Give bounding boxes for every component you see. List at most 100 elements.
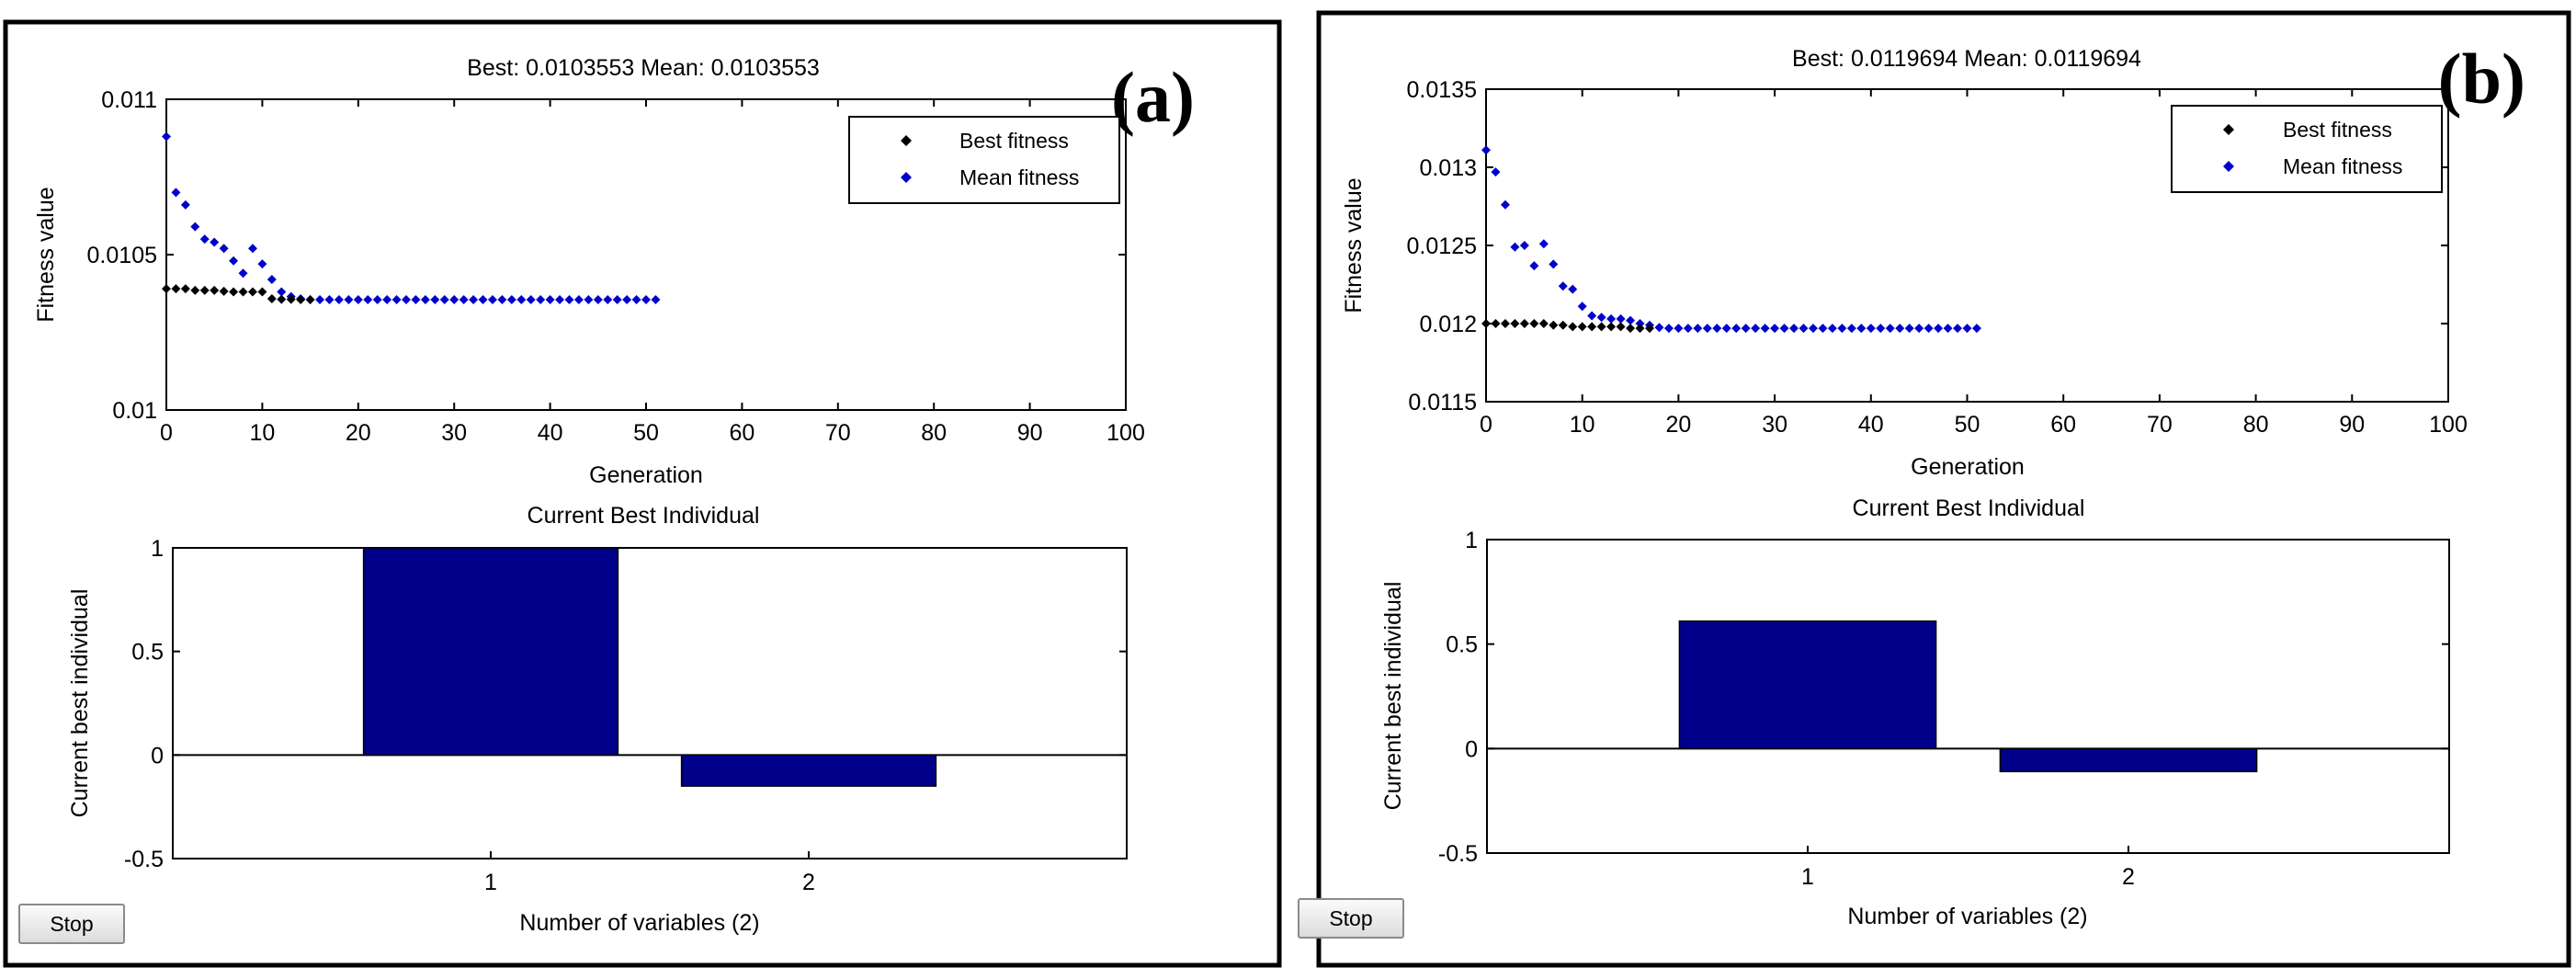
mean-fitness-point (622, 295, 632, 305)
best-fitness-point (180, 284, 190, 294)
mean-fitness-point (353, 295, 363, 305)
x-tick-label: 20 (346, 420, 371, 446)
best-fitness-point (1510, 319, 1520, 328)
mean-fitness-point (1885, 324, 1895, 334)
fitness-series (1481, 145, 1981, 334)
best-fitness-point (1626, 324, 1636, 334)
mean-fitness-point (382, 295, 392, 305)
mean-fitness-point (439, 295, 449, 305)
mean-fitness-point (1731, 324, 1742, 334)
mean-fitness-point (1934, 324, 1944, 334)
best-fitness-point (1644, 324, 1654, 334)
mean-fitness-point (171, 188, 181, 198)
x-tick-label: 90 (2339, 412, 2365, 438)
mean-fitness-point (1741, 324, 1751, 334)
y-tick-label: 0.01 (112, 398, 157, 424)
best-fitness-point (1558, 320, 1568, 330)
bar-variable-1 (1678, 620, 1937, 750)
mean-fitness-point (372, 295, 382, 305)
mean-fitness-point (573, 295, 584, 305)
y-tick-label: 0 (1465, 736, 1478, 762)
x-tick-label: 0 (160, 420, 173, 446)
best-fitness-point (210, 285, 220, 295)
mean-fitness-point (487, 295, 497, 305)
mean-fitness-point (497, 295, 507, 305)
best-fitness-point (1616, 322, 1626, 332)
mean-fitness-point (1914, 324, 1924, 334)
y-tick-label: 0.0135 (1407, 77, 1477, 103)
mean-fitness-point (1510, 242, 1520, 252)
bar-y-ticks: -0.5 0 0.5 1 (124, 536, 1127, 872)
x-tick-label: 70 (2147, 412, 2173, 438)
best-fitness-point (267, 293, 277, 303)
best-fitness-point (1606, 322, 1617, 332)
bar-axes (1486, 539, 2450, 854)
mean-fitness-point (1760, 324, 1770, 334)
best-fitness-point (1587, 322, 1597, 332)
mean-fitness-point (257, 259, 267, 269)
mean-fitness-point (536, 295, 546, 305)
x-tick-label: 60 (729, 420, 755, 446)
y-tick-label: 0.5 (1446, 632, 1478, 658)
y-tick-label: -0.5 (1438, 841, 1478, 867)
legend-marker-best (2223, 124, 2234, 135)
y-tick-label: 0 (151, 743, 164, 768)
mean-fitness-point (277, 287, 287, 297)
x-tick-label: 1 (1801, 864, 1814, 890)
mean-fitness-point (1856, 324, 1867, 334)
panel-label: (a) (1111, 57, 1195, 137)
best-fitness-point (1596, 322, 1606, 332)
mean-fitness-point (363, 295, 373, 305)
y-tick-label: 0.013 (1419, 155, 1477, 181)
mean-fitness-point (1674, 324, 1684, 334)
y-tick-label: 1 (151, 536, 164, 562)
mean-fitness-point (564, 295, 574, 305)
fitness-xlabel: Generation (589, 462, 703, 488)
fitness-ylabel: Fitness value (1341, 177, 1367, 313)
x-tick-label: 30 (1762, 412, 1787, 438)
x-tick-label: 70 (825, 420, 851, 446)
x-tick-label: 10 (249, 420, 275, 446)
mean-fitness-point (1693, 324, 1703, 334)
mean-fitness-point (1558, 281, 1568, 291)
mean-fitness-point (603, 295, 613, 305)
best-fitness-point (1635, 324, 1645, 334)
bars (362, 547, 937, 787)
mean-fitness-point (1770, 324, 1780, 334)
mean-fitness-point (631, 295, 641, 305)
mean-fitness-point (190, 222, 200, 232)
fitness-legend: Best fitness Mean fitness (848, 116, 1120, 204)
bar-title: Current Best Individual (528, 503, 760, 529)
best-fitness-point (1519, 319, 1529, 328)
best-fitness-point (1529, 319, 1539, 328)
mean-fitness-point (199, 234, 210, 245)
panel-label: (b) (2438, 39, 2525, 119)
mean-fitness-point (1846, 324, 1856, 334)
x-tick-label: 2 (2122, 864, 2135, 890)
best-fitness-point (305, 295, 315, 305)
legend-entry-best: Best fitness (2283, 118, 2392, 142)
stop-button[interactable]: Stop (1298, 898, 1404, 939)
mean-fitness-point (1971, 324, 1981, 334)
mean-fitness-point (229, 256, 239, 266)
mean-fitness-point (641, 295, 651, 305)
mean-fitness-point (1962, 324, 1972, 334)
best-fitness-point (257, 287, 267, 297)
mean-fitness-point (1626, 315, 1636, 325)
mean-fitness-point (1712, 324, 1722, 334)
legend-entry-mean: Mean fitness (959, 165, 1079, 189)
mean-fitness-point (1596, 313, 1606, 323)
stop-button[interactable]: Stop (18, 904, 125, 944)
mean-fitness-point (1481, 145, 1491, 155)
mean-fitness-point (1866, 324, 1876, 334)
best-fitness-point (1500, 319, 1510, 328)
y-tick-label: 0.0105 (87, 243, 157, 268)
bar-variable-2 (680, 754, 937, 787)
mean-fitness-point (324, 295, 335, 305)
legend-marker-mean (901, 172, 912, 183)
mean-fitness-point (1587, 311, 1597, 321)
fitness-title: Best: 0.0119694 Mean: 0.0119694 (1792, 46, 2141, 72)
mean-fitness-point (1606, 313, 1617, 324)
